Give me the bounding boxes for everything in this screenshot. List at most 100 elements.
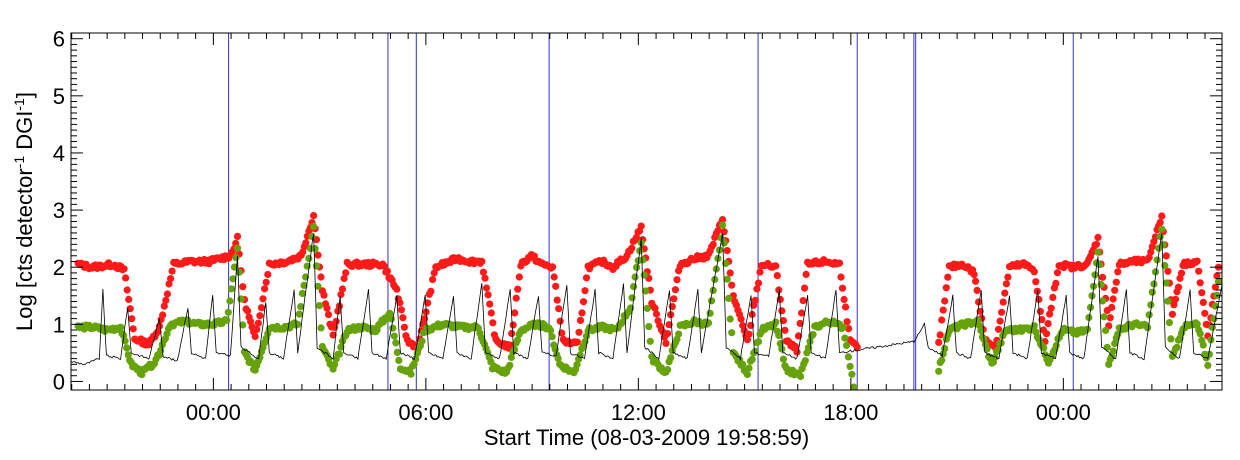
data-point — [239, 321, 247, 329]
data-point — [1171, 295, 1180, 303]
data-point — [779, 355, 788, 363]
x-tick-label: 12:00 — [611, 400, 666, 425]
data-point — [128, 315, 136, 323]
data-point — [1167, 335, 1175, 343]
data-point — [302, 239, 310, 247]
data-point — [314, 251, 322, 259]
data-point — [1213, 272, 1221, 280]
data-point — [329, 331, 337, 339]
data-point — [938, 316, 946, 324]
data-point — [295, 310, 303, 318]
data-point — [1164, 297, 1172, 305]
data-point — [308, 232, 316, 240]
axes: 0 1 2 3 4 5 6 00:00 06:00 12:00 18:00 00:00 — [53, 27, 1223, 425]
data-point — [244, 307, 252, 315]
data-point — [553, 296, 561, 304]
data-point — [1109, 295, 1117, 303]
data-point — [1147, 301, 1155, 309]
data-point — [835, 259, 844, 267]
data-point — [1086, 303, 1095, 311]
data-point — [335, 350, 343, 358]
data-point — [298, 289, 306, 297]
data-point — [775, 331, 783, 339]
data-point — [1111, 339, 1119, 348]
data-point — [706, 309, 714, 317]
data-point — [652, 310, 661, 318]
data-point — [550, 273, 558, 281]
data-point — [227, 285, 235, 293]
y-axis-title: Log [cts detector-1 DGI-1] — [11, 92, 37, 331]
data-point — [739, 360, 747, 368]
y-tick-label: 3 — [53, 198, 65, 223]
data-point — [1151, 268, 1160, 276]
data-point — [842, 303, 850, 311]
data-point — [670, 295, 678, 303]
data-point — [399, 314, 407, 322]
data-point — [1103, 343, 1111, 351]
data-point — [259, 295, 267, 303]
data-point — [728, 329, 736, 337]
data-point — [1092, 240, 1101, 248]
data-point — [778, 345, 786, 353]
data-point — [393, 285, 401, 293]
data-point — [256, 312, 264, 320]
data-point — [120, 265, 128, 273]
data-point — [547, 326, 555, 335]
data-point — [1164, 267, 1172, 275]
data-point — [320, 291, 328, 299]
plot-inner — [71, 33, 1222, 390]
data-point — [392, 339, 400, 347]
data-point — [1097, 280, 1105, 289]
data-point — [725, 294, 733, 302]
data-point — [751, 296, 759, 304]
data-point — [1156, 232, 1164, 241]
data-point — [646, 337, 654, 345]
data-point — [1199, 298, 1207, 306]
data-point — [383, 267, 391, 275]
data-point — [578, 309, 586, 317]
data-point — [479, 268, 487, 276]
data-point — [728, 281, 736, 289]
y-axis-title-sup: -1 — [11, 156, 27, 169]
data-point — [748, 355, 756, 363]
data-point — [1198, 289, 1206, 297]
data-point — [1195, 267, 1203, 275]
data-point — [310, 223, 318, 231]
data-point — [637, 222, 645, 230]
data-point — [801, 284, 809, 292]
data-point — [935, 367, 943, 375]
data-point — [315, 302, 324, 310]
data-point — [745, 330, 753, 338]
data-point — [743, 370, 752, 379]
data-point — [1053, 269, 1062, 277]
data-point — [575, 328, 583, 336]
data-point — [781, 326, 789, 334]
y-tick-label: 5 — [53, 84, 65, 109]
data-point — [1158, 212, 1166, 220]
data-point — [640, 271, 648, 279]
data-point — [1214, 277, 1222, 286]
data-point — [1004, 273, 1012, 281]
data-point — [163, 290, 171, 298]
data-point — [938, 356, 946, 364]
data-point — [380, 262, 388, 270]
data-point — [709, 286, 717, 294]
data-point — [1099, 297, 1107, 305]
data-point — [506, 341, 514, 349]
y-tick-label: 6 — [53, 27, 65, 52]
data-point — [1094, 248, 1102, 256]
data-point — [229, 275, 237, 283]
data-point — [342, 269, 350, 277]
data-point — [1168, 310, 1176, 318]
data-point — [1156, 218, 1164, 226]
data-point — [337, 343, 345, 351]
y-tick-label: 0 — [53, 369, 65, 394]
data-point — [1150, 280, 1158, 288]
data-point — [775, 286, 783, 294]
data-point — [1147, 248, 1155, 256]
data-point — [719, 216, 727, 224]
data-point — [548, 333, 556, 341]
data-point — [297, 303, 305, 311]
data-point — [972, 277, 980, 285]
data-point — [511, 309, 519, 317]
